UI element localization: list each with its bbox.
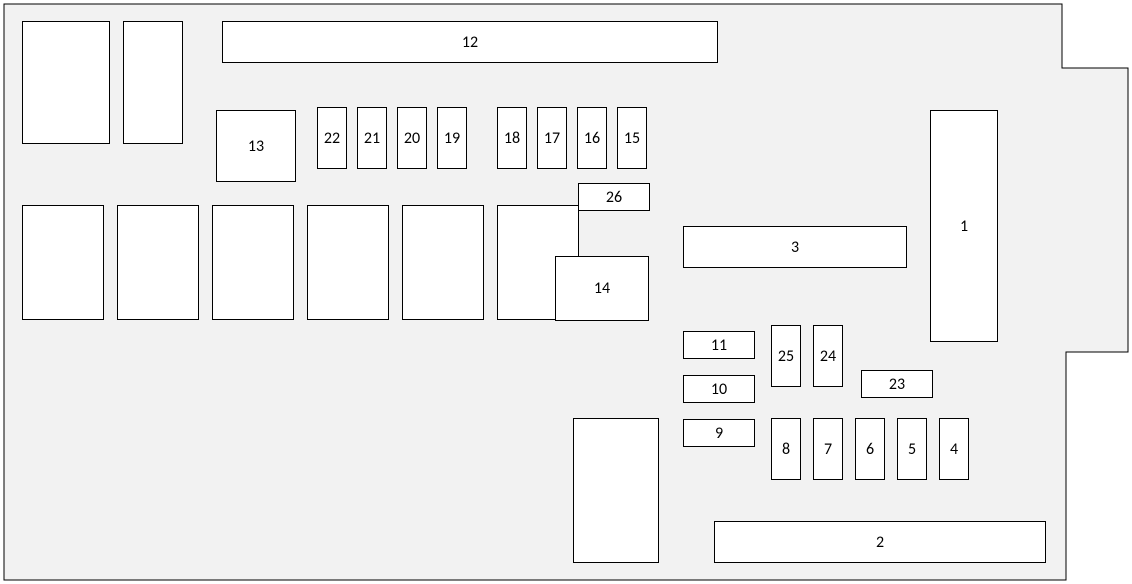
- box-18: 18: [497, 107, 527, 169]
- box-4: 4: [939, 418, 969, 480]
- box-12-label: 12: [462, 33, 478, 52]
- box-13-label: 13: [248, 137, 264, 156]
- box-23: 23: [861, 370, 933, 398]
- box-1-label: 1: [960, 217, 968, 236]
- box-2: 2: [714, 521, 1046, 563]
- box-18-label: 18: [504, 129, 520, 148]
- box-20-label: 20: [404, 129, 420, 148]
- box-10: 10: [683, 375, 755, 403]
- box-8: 8: [771, 418, 801, 480]
- box-9: 9: [683, 419, 755, 447]
- box-9-label: 9: [715, 424, 723, 443]
- box-5-label: 5: [908, 440, 916, 459]
- box-11-label: 11: [711, 336, 727, 355]
- box-10-label: 10: [711, 380, 727, 399]
- box-17: 17: [537, 107, 567, 169]
- box-14-label: 14: [594, 279, 610, 298]
- box-3: 3: [683, 226, 907, 268]
- box-3-label: 3: [791, 238, 799, 257]
- box-7: 7: [813, 418, 843, 480]
- box-unlabeled-i: [573, 418, 659, 563]
- box-16: 16: [577, 107, 607, 169]
- box-20: 20: [397, 107, 427, 169]
- box-12: 12: [222, 21, 718, 63]
- box-22: 22: [317, 107, 347, 169]
- box-7-label: 7: [824, 440, 832, 459]
- box-17-label: 17: [544, 129, 560, 148]
- box-14: 14: [555, 256, 649, 321]
- box-15: 15: [617, 107, 647, 169]
- box-21-label: 21: [364, 129, 380, 148]
- box-25-label: 25: [778, 347, 794, 366]
- box-5: 5: [897, 418, 927, 480]
- box-unlabeled-c: [22, 205, 104, 320]
- box-unlabeled-e: [212, 205, 294, 320]
- box-23-label: 23: [889, 375, 905, 394]
- box-unlabeled-a: [22, 21, 110, 144]
- box-unlabeled-d: [117, 205, 199, 320]
- box-6: 6: [855, 418, 885, 480]
- box-26-label: 26: [606, 188, 622, 207]
- box-unlabeled-f: [307, 205, 389, 320]
- box-19: 19: [437, 107, 467, 169]
- box-13: 13: [216, 110, 296, 182]
- box-26: 26: [578, 183, 650, 211]
- box-unlabeled-b: [123, 21, 183, 144]
- box-24: 24: [813, 325, 843, 387]
- box-19-label: 19: [444, 129, 460, 148]
- box-22-label: 22: [324, 129, 340, 148]
- box-25: 25: [771, 325, 801, 387]
- box-16-label: 16: [584, 129, 600, 148]
- box-6-label: 6: [866, 440, 874, 459]
- box-unlabeled-g: [402, 205, 484, 320]
- box-8-label: 8: [782, 440, 790, 459]
- box-11: 11: [683, 331, 755, 359]
- box-1: 1: [930, 110, 998, 342]
- box-4-label: 4: [950, 440, 958, 459]
- box-21: 21: [357, 107, 387, 169]
- box-24-label: 24: [820, 347, 836, 366]
- box-15-label: 15: [624, 129, 640, 148]
- box-2-label: 2: [876, 533, 884, 552]
